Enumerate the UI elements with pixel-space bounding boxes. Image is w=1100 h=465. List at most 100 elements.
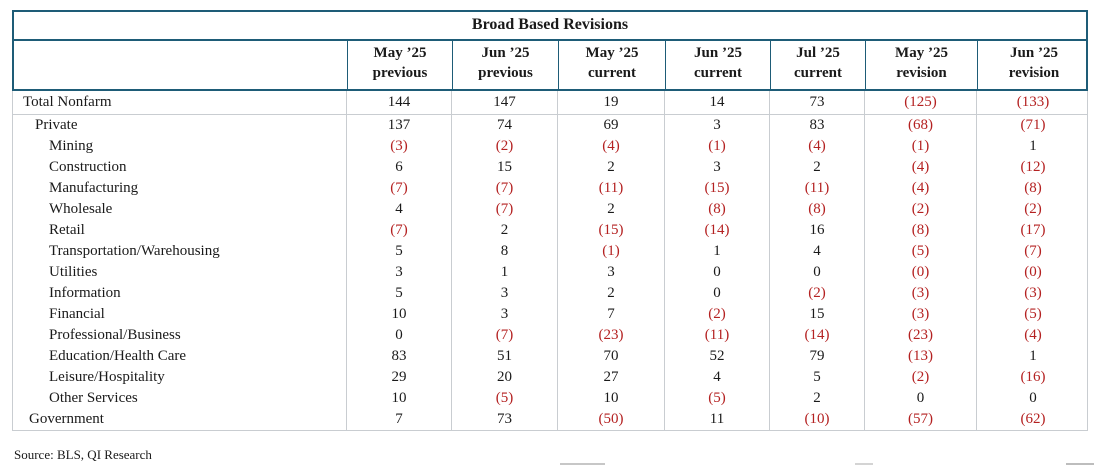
value-cell: (8) xyxy=(864,219,976,241)
row-label: Transportation/Warehousing xyxy=(49,242,220,259)
value-cell: (5) xyxy=(976,303,1089,325)
bottom-crop-fragment xyxy=(1066,463,1094,465)
table-row: Mining (3) (2) (4) (1) (4) (1) 1 xyxy=(13,135,1089,157)
value-cell: (14) xyxy=(664,219,769,241)
column-header: May ’25 previous xyxy=(347,41,452,89)
row-label: Other Services xyxy=(49,389,138,406)
value-cell: 4 xyxy=(346,198,451,220)
value-cell: (4) xyxy=(864,156,976,178)
value-cell: 52 xyxy=(664,345,769,367)
column-header: Jun ’25 revision xyxy=(977,41,1090,89)
value-cell: (7) xyxy=(451,177,557,199)
value-cell: 5 xyxy=(769,366,864,388)
table-row: Utilities 3 1 3 0 0 (0) (0) xyxy=(13,261,1087,283)
table-row: Education/Health Care 83 51 70 52 79 (13) 1 xyxy=(13,345,1089,367)
value-cell: 16 xyxy=(769,219,864,241)
value-cell: 73 xyxy=(451,408,557,430)
value-cell: (5) xyxy=(864,240,976,262)
table-row: Total Nonfarm 144 147 19 14 73 (125) (133) xyxy=(13,90,1087,115)
value-cell: 7 xyxy=(557,303,664,325)
value-cell: 69 xyxy=(557,114,664,136)
value-cell: 74 xyxy=(451,114,557,136)
value-cell: (4) xyxy=(557,135,664,157)
value-cell: 8 xyxy=(451,240,557,262)
column-header: Jun ’25 previous xyxy=(452,41,558,89)
value-cell: (3) xyxy=(346,135,451,157)
value-cell: 29 xyxy=(346,366,451,388)
value-cell: 2 xyxy=(557,156,664,178)
table-row: Manufacturing (7) (7) (11) (15) (11) (4) (8) xyxy=(13,177,1087,199)
value-cell: 2 xyxy=(557,282,664,304)
value-cell: 1 xyxy=(664,240,769,262)
value-cell: 2 xyxy=(769,387,864,409)
column-header: May ’25 revision xyxy=(865,41,977,89)
table-header-box: Broad Based Revisions May ’25 previous Jun… xyxy=(12,10,1088,91)
value-cell: (125) xyxy=(864,90,976,114)
row-label: Construction xyxy=(49,158,127,175)
value-cell: 6 xyxy=(346,156,451,178)
value-cell: (57) xyxy=(864,408,976,430)
value-cell: (17) xyxy=(976,219,1089,241)
value-cell: (2) xyxy=(664,303,769,325)
value-cell: 147 xyxy=(451,90,557,114)
value-cell: (2) xyxy=(976,198,1089,220)
value-cell: 1 xyxy=(976,345,1089,367)
source-note: Source: BLS, QI Research xyxy=(14,447,152,462)
value-cell: 144 xyxy=(346,90,451,114)
value-cell: 0 xyxy=(346,324,451,346)
value-cell: 79 xyxy=(769,345,864,367)
value-cell: 15 xyxy=(451,156,557,178)
value-cell: (3) xyxy=(976,282,1089,304)
value-cell: (23) xyxy=(864,324,976,346)
value-cell: 51 xyxy=(451,345,557,367)
value-cell: 11 xyxy=(664,408,769,430)
value-cell: 0 xyxy=(769,261,864,283)
value-cell: 83 xyxy=(346,345,451,367)
value-cell: 2 xyxy=(769,156,864,178)
table-row: Leisure/Hospitality 29 20 27 4 5 (2) (16) xyxy=(13,366,1089,388)
table-row: Private 137 74 69 3 83 (68) (71) xyxy=(13,114,1089,136)
table-row: Financial 10 3 7 (2) 15 (3) (5) xyxy=(13,303,1089,325)
value-cell: (2) xyxy=(864,366,976,388)
value-cell: 19 xyxy=(557,90,664,114)
value-cell: (2) xyxy=(451,135,557,157)
value-cell: 0 xyxy=(864,387,976,409)
value-cell: 0 xyxy=(976,387,1089,409)
row-label: Professional/Business xyxy=(49,326,181,343)
value-cell: (7) xyxy=(976,240,1089,262)
value-cell: (15) xyxy=(557,219,664,241)
value-cell: (8) xyxy=(664,198,769,220)
row-label: Government xyxy=(29,410,104,427)
value-cell: (4) xyxy=(864,177,976,199)
value-cell: 3 xyxy=(664,114,769,136)
value-cell: (14) xyxy=(769,324,864,346)
bottom-crop-fragment xyxy=(855,463,873,465)
value-cell: (2) xyxy=(769,282,864,304)
table-row: Professional/Business 0 (7) (23) (11) (14) (23… xyxy=(13,324,1087,346)
value-cell: 0 xyxy=(664,261,769,283)
value-cell: 10 xyxy=(557,387,664,409)
table-row: Retail (7) 2 (15) (14) 16 (8) (17) xyxy=(13,219,1089,241)
value-cell: (71) xyxy=(976,114,1089,136)
row-label: Information xyxy=(49,284,121,301)
row-label: Leisure/Hospitality xyxy=(49,368,165,385)
value-cell: 20 xyxy=(451,366,557,388)
value-cell: (10) xyxy=(769,408,864,430)
revisions-table: Broad Based Revisions May ’25 previous Jun… xyxy=(12,10,1088,431)
value-cell: 5 xyxy=(346,282,451,304)
value-cell: 3 xyxy=(557,261,664,283)
value-cell: (2) xyxy=(864,198,976,220)
row-label: Total Nonfarm xyxy=(23,93,112,110)
header-spacer xyxy=(14,41,347,89)
value-cell: 3 xyxy=(451,303,557,325)
value-cell: 1 xyxy=(976,135,1089,157)
value-cell: 137 xyxy=(346,114,451,136)
row-label: Mining xyxy=(49,137,94,154)
value-cell: (7) xyxy=(451,324,557,346)
value-cell: (5) xyxy=(664,387,769,409)
table-row: Wholesale 4 (7) 2 (8) (8) (2) (2) xyxy=(13,198,1089,220)
value-cell: 83 xyxy=(769,114,864,136)
value-cell: (16) xyxy=(976,366,1089,388)
row-label: Private xyxy=(35,116,78,133)
table-body: Total Nonfarm 144 147 19 14 73 (125) (133) Priva… xyxy=(12,90,1089,431)
